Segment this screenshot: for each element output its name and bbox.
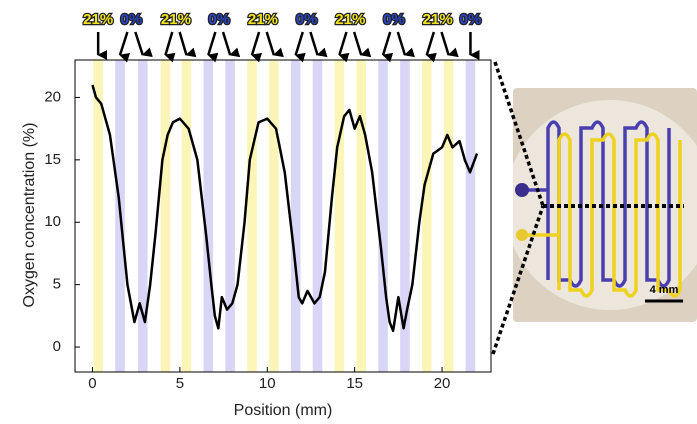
channel-band <box>421 60 432 372</box>
arrow <box>164 31 176 63</box>
arrow <box>396 31 415 58</box>
y-tick-label: 10 <box>44 213 61 230</box>
top-label: 21% <box>83 11 113 28</box>
channel <box>522 132 682 298</box>
top-label: 0% <box>208 11 230 28</box>
zoom-line <box>491 205 545 355</box>
channel-band <box>181 60 192 372</box>
channel-band <box>378 60 388 372</box>
channel-band <box>93 60 103 372</box>
top-label: 0% <box>121 11 143 28</box>
arrow <box>381 31 394 63</box>
x-tick-label: 0 <box>88 375 96 392</box>
channel-band <box>356 60 367 372</box>
arrow <box>265 31 284 58</box>
x-tick-label: 10 <box>259 375 276 392</box>
inlet <box>515 183 529 197</box>
inlet <box>516 229 528 241</box>
arrow <box>221 31 241 58</box>
top-label: 0% <box>460 11 482 28</box>
y-tick-label: 0 <box>53 338 61 355</box>
y-axis-title: Oxygen concentration (%) <box>21 123 38 308</box>
zoom-line <box>493 61 545 207</box>
plot-frame <box>74 59 492 373</box>
top-label: 21% <box>335 11 365 28</box>
arrow <box>207 31 219 63</box>
top-label: 0% <box>383 11 405 28</box>
channel-band <box>312 60 323 372</box>
channel-band <box>203 60 214 372</box>
top-label: 0% <box>296 11 318 28</box>
channel-band <box>269 60 279 372</box>
arrow <box>440 31 459 58</box>
photo: 4 mm <box>491 61 697 355</box>
top-label: 21% <box>423 11 453 28</box>
channels <box>522 120 682 298</box>
channel-band <box>334 60 345 372</box>
channel-band <box>465 60 476 372</box>
channel <box>522 120 671 288</box>
oxygen-line <box>91 84 479 333</box>
arrow <box>118 31 131 63</box>
x-tick-label: 20 <box>434 375 451 392</box>
top-label: 21% <box>248 11 278 28</box>
arrow <box>425 31 437 63</box>
arrow <box>294 31 306 63</box>
y-tick-label: 20 <box>44 88 61 105</box>
x-tick-label: 5 <box>176 375 184 392</box>
x-tick-label: 15 <box>346 375 363 392</box>
plot: 0 5 10 15 20 0 5 10 15 20 21% 0% 21% 0% 21% 0% 21% 0% 21% 0… <box>44 10 492 392</box>
arrow <box>178 31 197 58</box>
arrow <box>309 31 328 58</box>
arrow <box>338 31 350 63</box>
channel-band <box>225 60 235 372</box>
channel-band <box>400 60 410 372</box>
channel-band <box>160 60 171 372</box>
arrow <box>250 31 263 63</box>
arrow <box>134 31 153 58</box>
x-axis-title: Position (mm) <box>234 402 333 419</box>
top-label: 21% <box>161 11 191 28</box>
y-tick-label: 5 <box>53 276 61 293</box>
channel-band <box>290 60 301 372</box>
scale-label: 4 mm <box>650 284 679 296</box>
channel-band <box>247 60 257 372</box>
channel-band <box>137 60 148 372</box>
y-tick-label: 15 <box>44 151 61 168</box>
channel-band <box>443 60 454 372</box>
arrow <box>352 31 372 58</box>
